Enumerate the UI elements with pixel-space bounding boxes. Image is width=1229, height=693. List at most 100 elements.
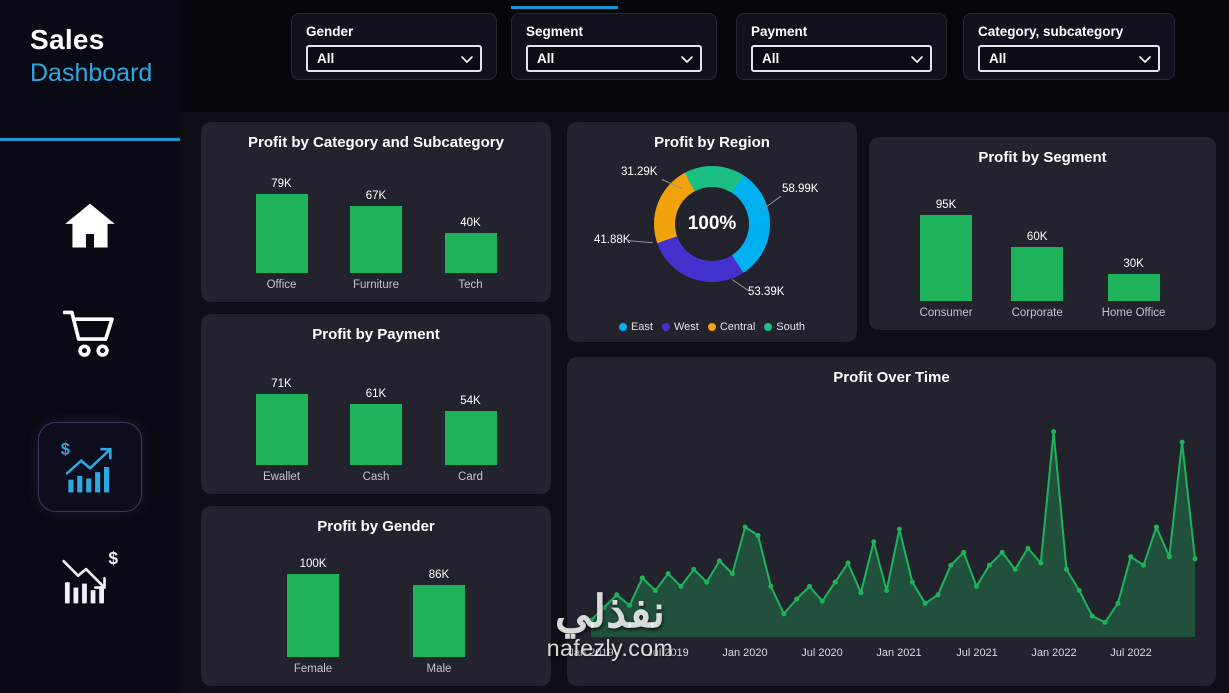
bar-male[interactable]: [413, 585, 465, 657]
card-profit-over-time: Profit Over Time Jan 2019 Jul 2019 Jan 202…: [567, 357, 1216, 686]
card-profit-by-category: Profit by Category and Subcategory 79K Of…: [201, 122, 551, 302]
bar-value-label: 95K: [935, 198, 957, 211]
bar-column: 61K Cash: [350, 388, 402, 486]
bar-ewallet[interactable]: [255, 394, 308, 465]
bar-furniture[interactable]: [350, 206, 402, 273]
bar-column: 40K Tech: [444, 217, 497, 294]
legend-label: East: [630, 321, 653, 333]
chart-title: Profit by Payment: [312, 326, 440, 343]
donut-hole: 100%: [675, 187, 749, 261]
watermark-arabic-text: نفذلي: [554, 586, 666, 637]
legend-dot: [618, 323, 627, 331]
card-profit-by-region: Profit by Region 100% 31.29K 58.99K 41.8…: [567, 122, 857, 342]
bar-column: 79K Office: [255, 178, 308, 294]
legend-label: West: [673, 321, 699, 333]
bar-category-label: Furniture: [352, 279, 400, 291]
x-axis-label: Jul 2019: [647, 647, 689, 659]
x-axis-label: Jul 2021: [956, 647, 998, 659]
x-axis-label: Jul 2020: [801, 647, 843, 659]
chevron-down-icon: [679, 52, 695, 66]
bar-value-label: 71K: [271, 378, 292, 390]
filter-payment-select[interactable]: All: [751, 45, 932, 72]
sidebar-item-losses[interactable]: $: [57, 548, 123, 606]
x-axis-label: Jul 2022: [1110, 647, 1152, 659]
bar-chart-category: 79K Office 67K Furniture 40K Tech: [213, 162, 539, 294]
bar-value-label: 54K: [460, 395, 481, 407]
chevron-down-icon: [1137, 52, 1153, 66]
bar-corporate[interactable]: [1011, 246, 1064, 301]
watermark: نفذلي nafezly.com: [492, 588, 728, 662]
bar-value-label: 61K: [365, 388, 387, 400]
bar-tech[interactable]: [444, 233, 497, 273]
bar-category-label: Ewallet: [262, 471, 301, 483]
filter-category-subcategory: Category, subcategory All: [963, 13, 1175, 80]
chevron-down-icon: [459, 52, 475, 66]
legend-label: Central: [719, 321, 756, 333]
bar-category-label: Male: [426, 663, 452, 675]
legend-item-west[interactable]: West: [661, 321, 699, 333]
filter-payment-value: All: [762, 51, 780, 66]
x-axis-label: Jan 2019: [568, 647, 614, 659]
bar-chart-segment: 95K Consumer 60K Corporate 30K Home Office: [881, 177, 1204, 322]
bar-value-label: 40K: [460, 217, 481, 229]
filter-segment-select[interactable]: All: [526, 45, 702, 72]
filter-gender-value: All: [317, 51, 335, 66]
bar-category-label: Corporate: [1011, 307, 1063, 319]
donut-value-label-west: 53.39K: [748, 286, 785, 298]
filter-gender-select[interactable]: All: [306, 45, 482, 72]
sales-growth-chart-icon: $: [61, 439, 112, 493]
bar-column: 60K Corporate: [1011, 231, 1064, 323]
app-title: Sales: [30, 24, 105, 55]
sales-decline-chart-icon: $: [62, 548, 118, 604]
legend-item-east[interactable]: East: [618, 321, 653, 333]
filter-gender: Gender All: [291, 13, 497, 80]
watermark-domain-text: nafezly.com: [546, 635, 674, 662]
legend-item-central[interactable]: Central: [707, 321, 756, 333]
chart-title: Profit by Segment: [978, 149, 1107, 166]
chevron-down-icon: [909, 52, 925, 66]
shopping-cart-icon: [62, 310, 114, 357]
bar-home-office[interactable]: [1107, 273, 1160, 301]
bar-column: 86K Male: [413, 569, 465, 678]
app-subtitle: Dashboard: [30, 59, 153, 87]
bar-female[interactable]: [287, 573, 339, 657]
chart-title: Profit by Gender: [317, 518, 435, 535]
bar-consumer[interactable]: [920, 214, 973, 301]
legend-dot: [661, 323, 670, 331]
bar-card[interactable]: [444, 411, 497, 465]
sidebar-item-orders[interactable]: [60, 304, 120, 362]
sidebar: Sales Dashboard $: [0, 0, 180, 693]
filter-gender-label: Gender: [306, 24, 354, 39]
bar-category-label: Tech: [458, 279, 483, 291]
bar-office[interactable]: [255, 194, 308, 273]
legend-dot: [707, 323, 716, 331]
bar-cash[interactable]: [350, 404, 402, 465]
legend-item-south[interactable]: South: [764, 321, 805, 333]
line-chart-profit-over-time[interactable]: [587, 401, 1199, 641]
bar-value-label: 86K: [428, 569, 450, 582]
bar-column: 71K Ewallet: [255, 378, 308, 486]
bar-category-label: Office: [266, 279, 297, 291]
bar-column: 54K Card: [444, 395, 497, 486]
legend-label: South: [776, 321, 806, 333]
donut-value-label-south: 31.29K: [621, 166, 658, 178]
card-profit-by-segment: Profit by Segment 95K Consumer 60K Corporat…: [869, 137, 1216, 330]
sidebar-item-sales-analytics[interactable]: $: [38, 422, 142, 512]
filter-payment-label: Payment: [751, 24, 808, 39]
bar-column: 30K Home Office: [1102, 258, 1166, 322]
chart-title: Profit by Region: [654, 134, 770, 151]
filter-category-select[interactable]: All: [978, 45, 1160, 72]
bar-category-label: Home Office: [1101, 307, 1166, 319]
chart-title: Profit by Category and Subcategory: [248, 134, 504, 151]
filter-category-value: All: [989, 51, 1007, 66]
x-axis-label: Jan 2021: [876, 647, 922, 659]
filter-category-label: Category, subcategory: [978, 24, 1124, 39]
filter-segment-label: Segment: [526, 24, 584, 39]
card-profit-by-gender: Profit by Gender 100K Female 86K Male: [201, 506, 551, 686]
bar-chart-payment: 71K Ewallet 61K Cash 54K Card: [213, 354, 539, 486]
region-legend: East West Central South: [567, 321, 857, 333]
bar-category-label: Card: [458, 471, 483, 483]
sidebar-item-home[interactable]: [63, 200, 117, 250]
x-axis-label: Jan 2022: [1031, 647, 1077, 659]
